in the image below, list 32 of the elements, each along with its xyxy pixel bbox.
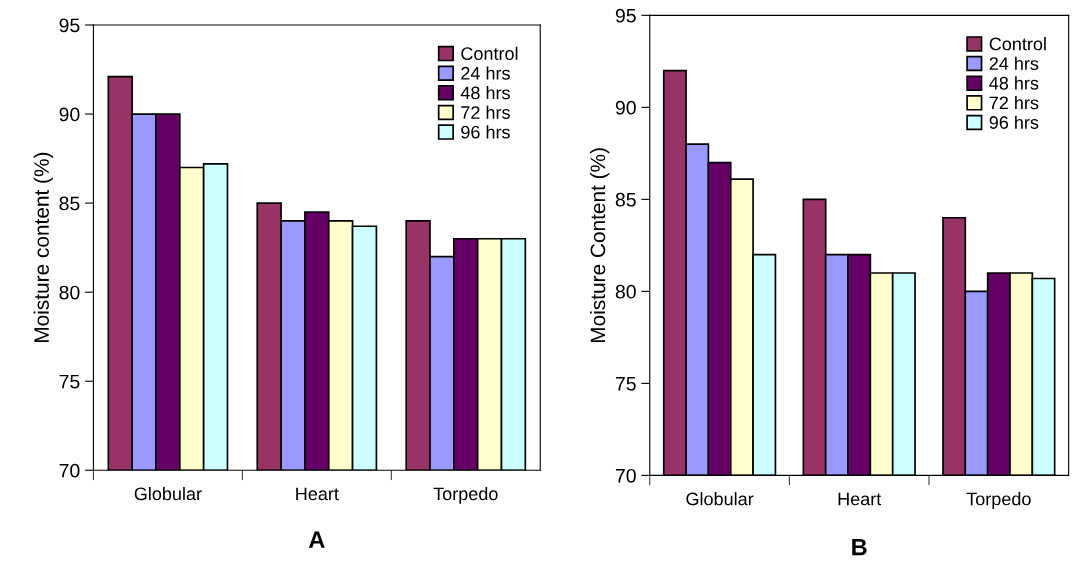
y-tick-label: 80 <box>59 285 80 300</box>
y-tick-label: 95 <box>59 18 80 33</box>
y-tick-label: 95 <box>615 8 636 23</box>
y-tick-label: 70 <box>615 468 636 483</box>
y-tick-label: 90 <box>59 107 80 122</box>
y-tick-label: 90 <box>615 100 636 115</box>
legend-label: 48 hrs <box>989 76 1039 90</box>
x-tick-label: Torpedo <box>966 492 1031 509</box>
legend-label: Control <box>989 37 1046 51</box>
legend-label: Control <box>461 46 518 61</box>
y-tick-label: 85 <box>615 192 636 207</box>
x-tick-label: Globular <box>134 486 202 501</box>
x-tick-label: Heart <box>838 492 882 506</box>
legend-label: 48 hrs <box>460 86 510 100</box>
y-tick-label: 70 <box>59 463 80 478</box>
x-tick-label: Globular <box>686 492 754 506</box>
x-tick-label: Heart <box>296 487 339 501</box>
legend-label: 72 hrs <box>461 105 510 119</box>
legend-label: 24 hrs <box>989 56 1039 70</box>
text: A <box>308 531 325 548</box>
legend-label: 72 hrs <box>989 96 1039 110</box>
y-tick-label: 85 <box>59 196 80 211</box>
legend-label: 96 hrs <box>989 115 1039 129</box>
y-tick-label: 75 <box>615 377 636 391</box>
legend-label: 96 hrs <box>461 125 510 139</box>
y-axis-title: Moisture content (%) <box>33 152 54 343</box>
legend-label: 24 hrs <box>461 66 510 80</box>
x-tick-label: Torpedo <box>433 486 498 504</box>
y-tick-label: 80 <box>615 284 636 299</box>
y-tick-label: 75 <box>59 374 80 389</box>
y-axis-title: Moisture Content (%) <box>589 148 610 343</box>
text: B <box>852 538 867 556</box>
